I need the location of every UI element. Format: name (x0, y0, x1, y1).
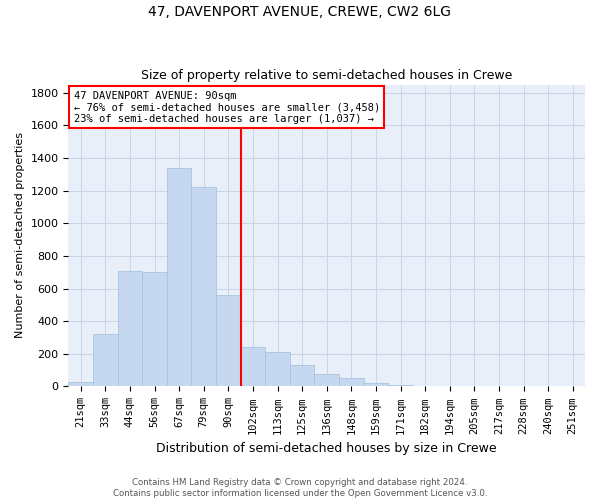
Title: Size of property relative to semi-detached houses in Crewe: Size of property relative to semi-detach… (141, 69, 512, 82)
Text: 47 DAVENPORT AVENUE: 90sqm
← 76% of semi-detached houses are smaller (3,458)
23%: 47 DAVENPORT AVENUE: 90sqm ← 76% of semi… (74, 90, 380, 124)
Bar (142, 272, 167, 386)
Bar (118, 270, 142, 386)
Bar (167, 168, 191, 386)
Bar (265, 352, 290, 386)
Bar (290, 365, 314, 386)
Bar (364, 383, 388, 386)
Y-axis label: Number of semi-detached properties: Number of semi-detached properties (15, 132, 25, 338)
X-axis label: Distribution of semi-detached houses by size in Crewe: Distribution of semi-detached houses by … (157, 442, 497, 455)
Text: Contains HM Land Registry data © Crown copyright and database right 2024.
Contai: Contains HM Land Registry data © Crown c… (113, 478, 487, 498)
Text: 47, DAVENPORT AVENUE, CREWE, CW2 6LG: 47, DAVENPORT AVENUE, CREWE, CW2 6LG (149, 5, 452, 19)
Bar (339, 378, 364, 386)
Bar (191, 188, 216, 386)
Bar (241, 348, 265, 387)
Bar (68, 382, 93, 386)
Bar (216, 295, 241, 386)
Bar (388, 385, 413, 386)
Bar (314, 374, 339, 386)
Bar (93, 334, 118, 386)
